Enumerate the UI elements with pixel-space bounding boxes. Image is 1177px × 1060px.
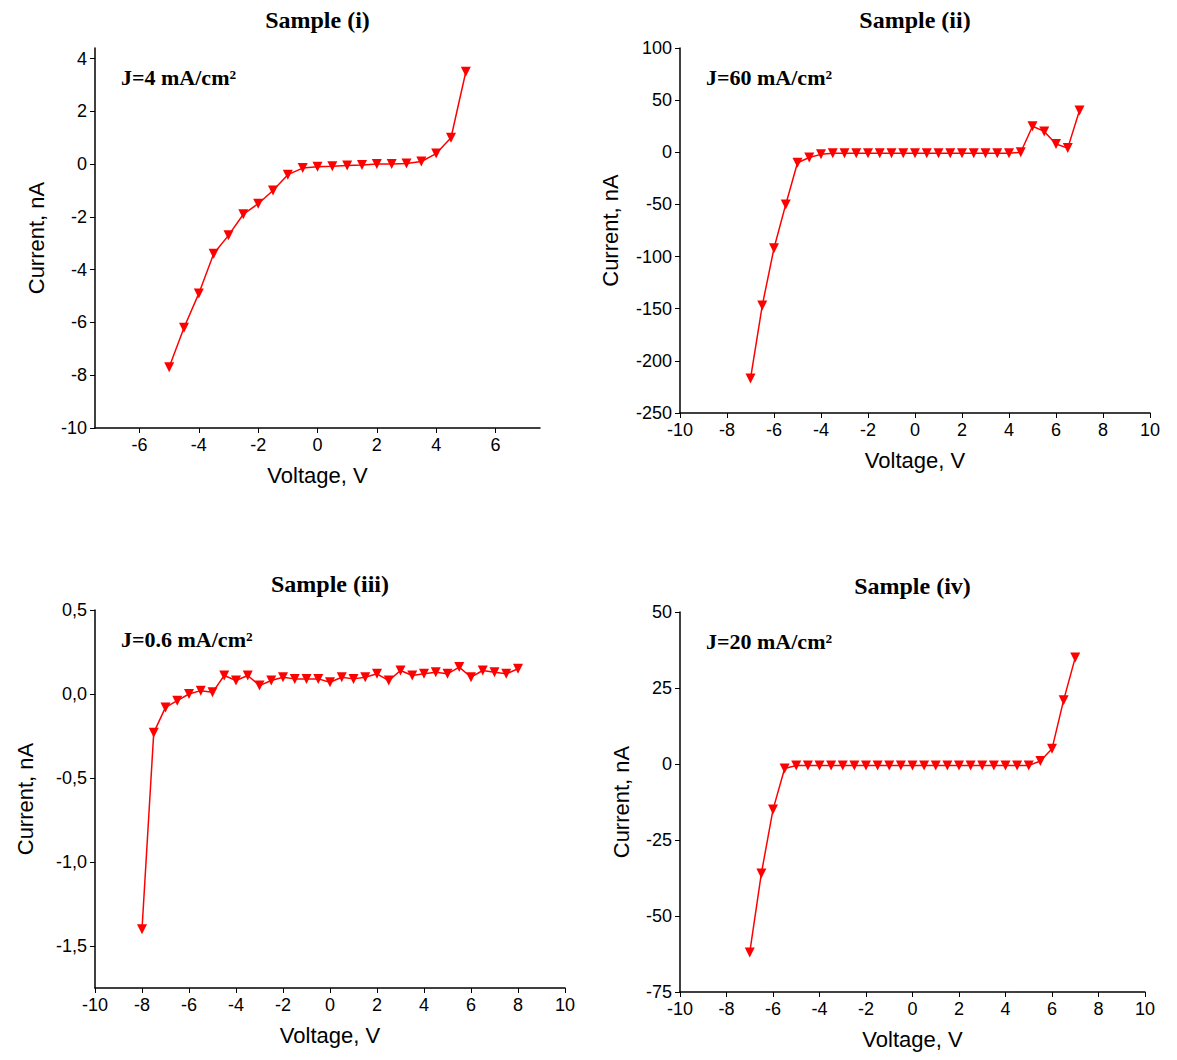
svg-text:J=20 mA/cm²: J=20 mA/cm² bbox=[706, 629, 832, 654]
svg-text:4: 4 bbox=[1004, 420, 1014, 440]
svg-text:4: 4 bbox=[431, 435, 441, 455]
svg-text:6: 6 bbox=[1047, 999, 1057, 1019]
svg-text:-25: -25 bbox=[646, 830, 672, 850]
svg-text:J=60 mA/cm²: J=60 mA/cm² bbox=[706, 65, 832, 90]
svg-text:4: 4 bbox=[77, 49, 87, 69]
svg-text:-2: -2 bbox=[71, 207, 87, 227]
svg-text:-4: -4 bbox=[811, 999, 827, 1019]
svg-text:-6: -6 bbox=[766, 420, 782, 440]
svg-text:-6: -6 bbox=[71, 312, 87, 332]
svg-text:2: 2 bbox=[954, 999, 964, 1019]
svg-text:6: 6 bbox=[466, 995, 476, 1015]
svg-text:10: 10 bbox=[555, 995, 575, 1015]
svg-text:Voltage, V: Voltage, V bbox=[280, 1023, 381, 1048]
svg-text:-8: -8 bbox=[718, 999, 734, 1019]
svg-text:8: 8 bbox=[513, 995, 523, 1015]
svg-text:-8: -8 bbox=[719, 420, 735, 440]
svg-text:-10: -10 bbox=[82, 995, 108, 1015]
svg-text:-75: -75 bbox=[646, 982, 672, 1002]
svg-text:-2: -2 bbox=[860, 420, 876, 440]
svg-text:25: 25 bbox=[652, 678, 672, 698]
svg-text:0: 0 bbox=[662, 142, 672, 162]
svg-text:0,5: 0,5 bbox=[62, 600, 87, 620]
svg-text:-1,0: -1,0 bbox=[56, 852, 87, 872]
svg-text:-50: -50 bbox=[646, 906, 672, 926]
svg-text:6: 6 bbox=[1051, 420, 1061, 440]
svg-text:8: 8 bbox=[1093, 999, 1103, 1019]
svg-text:0: 0 bbox=[77, 154, 87, 174]
svg-text:-100: -100 bbox=[636, 247, 672, 267]
svg-text:-6: -6 bbox=[131, 435, 147, 455]
svg-text:Sample (ii): Sample (ii) bbox=[859, 7, 970, 33]
svg-text:-250: -250 bbox=[636, 403, 672, 423]
svg-text:Voltage, V: Voltage, V bbox=[862, 1027, 963, 1052]
svg-text:10: 10 bbox=[1135, 999, 1155, 1019]
svg-text:Sample (i): Sample (i) bbox=[265, 7, 370, 33]
svg-text:-4: -4 bbox=[71, 260, 87, 280]
svg-text:-8: -8 bbox=[71, 365, 87, 385]
svg-text:2: 2 bbox=[372, 435, 382, 455]
svg-text:-0,5: -0,5 bbox=[56, 768, 87, 788]
svg-text:100: 100 bbox=[642, 38, 672, 58]
svg-text:-10: -10 bbox=[667, 999, 693, 1019]
svg-text:Current, nA: Current, nA bbox=[598, 174, 623, 287]
svg-text:Current, nA: Current, nA bbox=[13, 742, 38, 855]
svg-text:-4: -4 bbox=[191, 435, 207, 455]
svg-text:Current, nA: Current, nA bbox=[609, 745, 634, 858]
svg-text:10: 10 bbox=[1140, 420, 1160, 440]
svg-text:0: 0 bbox=[325, 995, 335, 1015]
svg-text:-200: -200 bbox=[636, 351, 672, 371]
svg-text:-8: -8 bbox=[134, 995, 150, 1015]
svg-text:-50: -50 bbox=[646, 194, 672, 214]
svg-text:-1,5: -1,5 bbox=[56, 936, 87, 956]
svg-text:Sample (iii): Sample (iii) bbox=[271, 571, 389, 597]
svg-text:8: 8 bbox=[1098, 420, 1108, 440]
svg-text:Sample (iv): Sample (iv) bbox=[854, 573, 971, 599]
svg-text:2: 2 bbox=[372, 995, 382, 1015]
svg-text:-4: -4 bbox=[228, 995, 244, 1015]
svg-text:-150: -150 bbox=[636, 299, 672, 319]
svg-text:-10: -10 bbox=[61, 418, 87, 438]
svg-text:-10: -10 bbox=[667, 420, 693, 440]
svg-text:0: 0 bbox=[910, 420, 920, 440]
svg-text:-2: -2 bbox=[250, 435, 266, 455]
svg-text:0: 0 bbox=[662, 754, 672, 774]
svg-text:2: 2 bbox=[77, 101, 87, 121]
svg-text:Voltage, V: Voltage, V bbox=[267, 463, 368, 488]
svg-text:-6: -6 bbox=[181, 995, 197, 1015]
svg-text:-2: -2 bbox=[858, 999, 874, 1019]
svg-text:J=0.6 mA/cm²: J=0.6 mA/cm² bbox=[121, 627, 253, 652]
svg-text:0: 0 bbox=[312, 435, 322, 455]
svg-text:J=4 mA/cm²: J=4 mA/cm² bbox=[121, 65, 236, 90]
svg-text:-4: -4 bbox=[813, 420, 829, 440]
svg-text:-6: -6 bbox=[765, 999, 781, 1019]
svg-text:50: 50 bbox=[652, 90, 672, 110]
svg-text:Current, nA: Current, nA bbox=[24, 181, 49, 294]
svg-text:4: 4 bbox=[1000, 999, 1010, 1019]
svg-text:4: 4 bbox=[419, 995, 429, 1015]
svg-text:6: 6 bbox=[490, 435, 500, 455]
svg-text:0,0: 0,0 bbox=[62, 684, 87, 704]
svg-text:2: 2 bbox=[957, 420, 967, 440]
svg-text:Voltage, V: Voltage, V bbox=[865, 448, 966, 473]
svg-text:-2: -2 bbox=[275, 995, 291, 1015]
svg-text:0: 0 bbox=[907, 999, 917, 1019]
svg-text:50: 50 bbox=[652, 602, 672, 622]
